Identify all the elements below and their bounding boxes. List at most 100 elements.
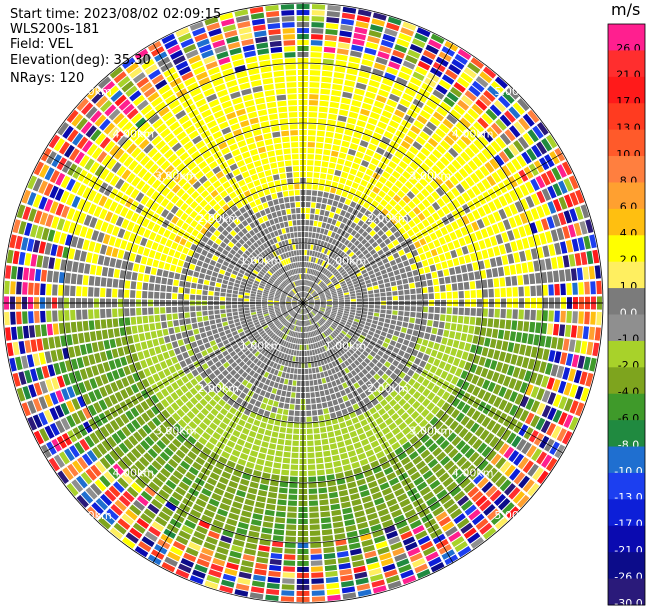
gate-cell — [15, 356, 23, 371]
gate-cell — [303, 332, 306, 338]
gate-cell — [72, 460, 84, 474]
gate-cell — [286, 304, 292, 307]
gate-cell — [362, 340, 369, 347]
gate-cell — [271, 406, 278, 413]
gate-cell — [312, 416, 319, 422]
gate-cell — [390, 217, 398, 225]
gate-cell — [350, 237, 357, 244]
gate-cell — [365, 365, 372, 372]
gate-cell — [394, 394, 402, 402]
gate-cell — [385, 22, 400, 32]
gate-cell — [547, 271, 554, 283]
gate-cell — [275, 311, 281, 314]
gate-cell — [304, 362, 308, 368]
gate-cell — [494, 76, 508, 89]
gate-cell — [373, 497, 385, 506]
gate-cell — [294, 326, 298, 332]
gate-cell — [304, 292, 306, 298]
gate-cell — [186, 410, 196, 420]
gate-cell — [409, 519, 422, 530]
gate-cell — [322, 197, 328, 204]
gate-cell — [194, 265, 202, 272]
gate-cell — [99, 386, 108, 398]
gate-cell — [255, 387, 262, 394]
gate-cell — [270, 552, 283, 560]
gate-cell — [353, 343, 360, 349]
gate-cell — [403, 246, 411, 254]
gate-cell — [185, 381, 194, 390]
gate-cell — [564, 324, 572, 337]
gate-cell — [146, 408, 155, 419]
gate-cell — [280, 596, 295, 602]
gate-cell — [339, 268, 345, 274]
gate-cell — [206, 252, 214, 259]
gate-cell — [512, 228, 521, 240]
gate-cell — [279, 365, 284, 371]
gate-cell — [416, 312, 422, 319]
gate-cell — [201, 487, 212, 497]
gate-cell — [172, 306, 178, 313]
gate-cell — [487, 247, 495, 258]
gate-cell — [160, 292, 166, 299]
gate-cell — [540, 218, 550, 231]
gate-cell — [458, 167, 469, 179]
gate-cell — [391, 441, 401, 451]
gate-cell — [326, 306, 332, 309]
gate-cell — [419, 465, 430, 475]
gate-cell — [362, 272, 369, 278]
gate-cell — [321, 247, 326, 254]
gate-cell — [285, 314, 290, 319]
gate-cell — [118, 308, 124, 317]
gate-cell — [64, 448, 75, 462]
gate-cell — [328, 212, 335, 219]
gate-cell — [263, 371, 270, 378]
gate-cell — [185, 318, 191, 325]
gate-cell — [464, 130, 476, 142]
gate-cell — [87, 404, 97, 417]
gate-cell — [59, 232, 67, 245]
gate-cell — [540, 172, 551, 186]
gate-cell — [96, 443, 108, 455]
gate-cell — [141, 536, 155, 548]
gate-cell — [360, 317, 367, 322]
gate-cell — [329, 326, 335, 332]
gate-cell — [308, 482, 317, 488]
gate-cell — [368, 30, 382, 39]
gate-cell — [396, 103, 408, 113]
gate-cell — [237, 340, 244, 347]
gate-cell — [544, 362, 553, 375]
gate-cell — [295, 307, 300, 312]
gate-cell — [583, 235, 591, 250]
gate-cell — [321, 377, 327, 384]
gate-cell — [271, 387, 278, 394]
gate-cell — [286, 367, 291, 373]
gate-cell — [412, 225, 420, 234]
gate-cell — [464, 254, 472, 264]
gate-cell — [142, 307, 148, 315]
gate-cell — [281, 359, 286, 366]
gate-cell — [444, 179, 455, 190]
gate-cell — [317, 313, 322, 317]
gate-cell — [461, 245, 469, 255]
gate-cell — [369, 273, 376, 279]
gate-cell — [286, 303, 292, 305]
gate-cell — [310, 548, 322, 554]
gate-cell — [517, 136, 529, 150]
gate-cell — [573, 222, 582, 237]
gate-cell — [280, 317, 285, 322]
gate-cell — [332, 279, 338, 285]
gate-cell — [488, 308, 494, 318]
gate-cell — [361, 215, 368, 222]
gate-cell — [493, 318, 500, 328]
gate-cell — [114, 238, 122, 248]
gate-cell — [506, 365, 515, 376]
gate-cell — [308, 112, 318, 118]
gate-cell — [350, 304, 356, 307]
gate-cell — [307, 295, 312, 300]
gate-cell — [376, 361, 383, 369]
gate-cell — [132, 431, 143, 442]
gate-cell — [134, 254, 142, 264]
gate-cell — [395, 520, 408, 529]
gate-cell — [380, 292, 386, 297]
gate-cell — [434, 307, 440, 314]
